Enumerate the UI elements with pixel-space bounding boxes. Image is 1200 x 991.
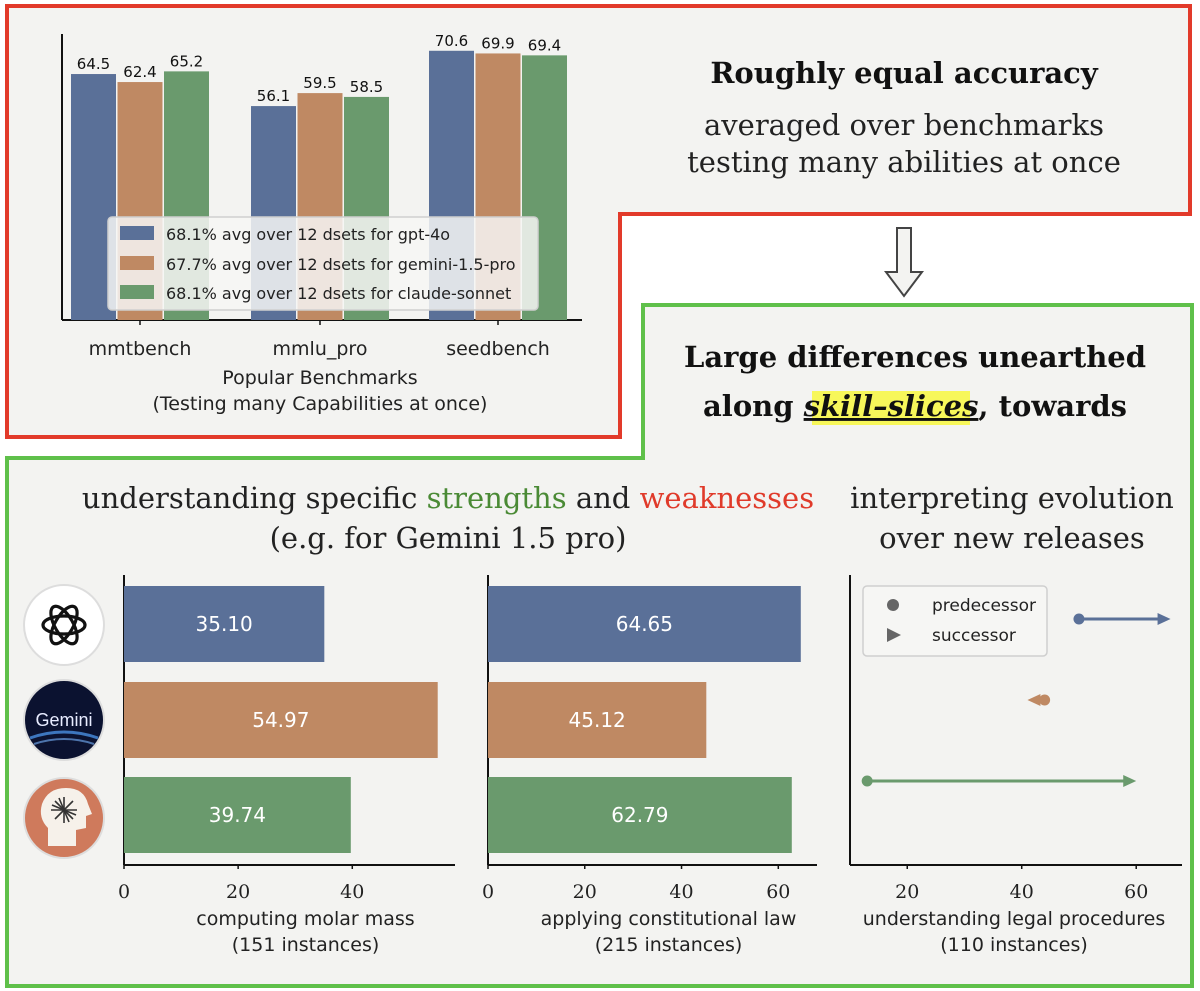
- x-tick-label: mmlu_pro: [273, 338, 368, 360]
- hbar-2: [488, 777, 792, 853]
- bar-value-label: 62.4: [123, 63, 156, 81]
- x-axis-label-sub: (151 instances): [232, 934, 380, 956]
- section-left-prefix: understanding specific: [82, 481, 427, 515]
- top-legend-box: [107, 216, 539, 311]
- constitutional-law-chart: 64.65 45.12 62.79 0 20 40 60 applying constitut…: [482, 575, 817, 956]
- bar-value-label: 59.5: [303, 74, 336, 92]
- legend-successor-label: successor: [932, 626, 1016, 646]
- x-tick-label: 60: [766, 881, 790, 903]
- legend-entry-gemini: 67.7% avg over 12 dsets for gemini-1.5-p…: [166, 255, 516, 274]
- x-tick-label: 40: [1010, 881, 1034, 903]
- x-tick-label: 60: [1124, 881, 1148, 903]
- x-axis-label: applying constitutional law: [541, 908, 797, 930]
- legend-swatch-gpt: [120, 226, 154, 240]
- bar-value-label: 58.5: [350, 78, 383, 96]
- x-tick-label: 40: [669, 881, 693, 903]
- legal-procedures-chart: 20 40 60 understanding legal procedures (110…: [849, 575, 1182, 956]
- top-right-title: Roughly equal accuracy: [710, 56, 1098, 90]
- successor-marker-0: [1157, 613, 1171, 625]
- hbar-value-label: 62.79: [611, 803, 668, 827]
- openai-logo-icon: [23, 584, 105, 666]
- section-left-line1: understanding specific strengths and wea…: [82, 481, 814, 515]
- legend-entry-claude: 68.1% avg over 12 dsets for claude-sonne…: [166, 284, 511, 303]
- line2-highlight: skill–slices: [803, 389, 979, 423]
- line2-prefix: along: [703, 389, 804, 423]
- x-tick-label: 40: [340, 881, 364, 903]
- legend-swatch-gemini: [120, 256, 154, 270]
- successor-marker-1: [1027, 694, 1041, 706]
- x-tick-label: 20: [226, 881, 250, 903]
- hbar-1: [488, 682, 707, 758]
- predecessor-marker-1: [1039, 694, 1051, 706]
- successor-marker-2: [1123, 775, 1137, 787]
- middle-right-line2: along skill–slices, towards: [703, 389, 1127, 423]
- bar-value-label: 65.2: [170, 52, 203, 70]
- hbar-value-label: 35.10: [196, 612, 253, 636]
- top-right-line1: averaged over benchmarks: [704, 108, 1104, 142]
- top-chart-legend: 68.1% avg over 12 dsets for gpt-4o 67.7%…: [107, 216, 539, 311]
- hbar-0: [124, 586, 325, 662]
- evolution-legend-box: [862, 585, 1048, 657]
- legend-predecessor-marker: [887, 599, 899, 611]
- strengths-word: strengths: [427, 481, 567, 515]
- bar-value-label: 56.1: [257, 87, 290, 105]
- legend-successor-marker: [887, 628, 901, 642]
- x-axis-label: understanding legal procedures: [863, 908, 1165, 930]
- legend-swatch-claude: [120, 285, 154, 299]
- bar-value-label: 69.4: [528, 36, 561, 54]
- hbar-value-label: 45.12: [569, 708, 626, 732]
- hbar-value-label: 39.74: [209, 803, 266, 827]
- x-axis-label-sub: (215 instances): [595, 934, 743, 956]
- section-right-line2: over new releases: [879, 521, 1145, 555]
- bar-value-label: 64.5: [77, 55, 110, 73]
- section-left-mid: and: [567, 481, 640, 515]
- evolution-legend: predecessor successor: [862, 585, 1048, 657]
- section-left-line2: (e.g. for Gemini 1.5 pro): [270, 521, 627, 555]
- top-chart-xlabel: Popular Benchmarks: [222, 367, 417, 389]
- x-tick-label: 20: [573, 881, 597, 903]
- hbar-0: [488, 586, 801, 662]
- x-tick-label: 0: [118, 881, 130, 903]
- weaknesses-word: weaknesses: [640, 481, 815, 515]
- hbar-value-label: 64.65: [616, 612, 673, 636]
- x-axis-label: computing molar mass: [196, 908, 414, 930]
- molar-mass-chart: 35.10 54.97 39.74 0 20 40 computing molar mass…: [118, 575, 455, 956]
- gemini-logo-icon: Gemini: [23, 679, 105, 761]
- hbar-2: [124, 777, 351, 853]
- claude-logo-icon: [23, 777, 105, 859]
- line2-suffix: , towards: [978, 389, 1127, 423]
- legend-predecessor-label: predecessor: [932, 596, 1036, 616]
- x-tick-label: seedbench: [446, 338, 550, 360]
- hbar-value-label: 54.97: [252, 708, 309, 732]
- predecessor-marker-0: [1073, 613, 1085, 625]
- middle-right-line1: Large differences unearthed: [684, 340, 1146, 374]
- hbar-1: [124, 682, 438, 758]
- predecessor-marker-2: [861, 775, 873, 787]
- x-axis-label-sub: (110 instances): [940, 934, 1088, 956]
- x-tick-label: mmtbench: [89, 338, 192, 360]
- bar-value-label: 70.6: [435, 32, 468, 50]
- top-right-line2: testing many abilities at once: [687, 145, 1121, 179]
- x-tick-label: 0: [482, 881, 494, 903]
- bar-value-label: 69.9: [481, 34, 514, 52]
- top-chart-xlabel-sub: (Testing many Capabilities at once): [153, 393, 488, 415]
- x-tick-label: 20: [895, 881, 919, 903]
- skill-slices-highlight: [812, 391, 970, 425]
- benchmark-bar-chart: 64.5 62.4 65.2 56.1 59.5 58.5 70.6 69.9 69.4 mmt…: [61, 32, 582, 415]
- gemini-logo-text: Gemini: [35, 710, 92, 730]
- legend-entry-gpt: 68.1% avg over 12 dsets for gpt-4o: [166, 225, 450, 244]
- down-arrow-icon: [884, 227, 924, 298]
- section-right-line1: interpreting evolution: [850, 481, 1174, 515]
